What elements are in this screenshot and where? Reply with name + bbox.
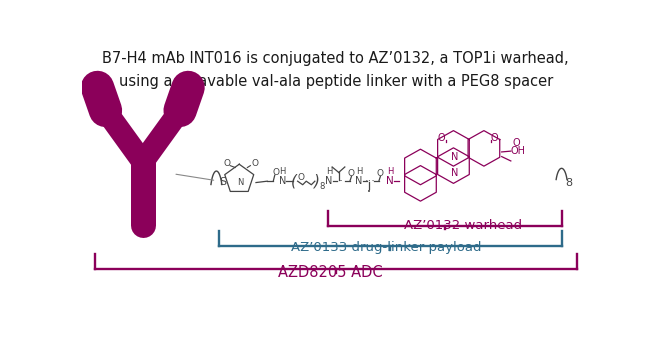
Text: AZ’0133 drug-linker payload: AZ’0133 drug-linker payload (291, 241, 481, 254)
Text: N: N (237, 178, 244, 187)
Text: ): ) (314, 174, 320, 189)
Text: N: N (326, 176, 333, 186)
Text: N: N (386, 176, 394, 186)
Text: H: H (279, 167, 286, 176)
Text: H: H (387, 167, 393, 176)
Text: (: ( (291, 174, 297, 189)
Text: H: H (356, 167, 362, 176)
Text: O: O (223, 159, 230, 168)
Text: 8: 8 (320, 182, 325, 191)
Text: O: O (272, 169, 280, 178)
Text: O: O (297, 173, 305, 182)
Text: B7-H4 mAb INT016 is conjugated to AZ’0132, a TOP1i warhead,: B7-H4 mAb INT016 is conjugated to AZ’013… (102, 51, 569, 66)
Text: H: H (326, 167, 332, 176)
Text: N: N (451, 168, 458, 178)
Text: O: O (438, 133, 445, 143)
Text: N: N (451, 152, 458, 162)
Text: O: O (377, 169, 384, 178)
Text: AZ’0132 warhead: AZ’0132 warhead (403, 219, 521, 232)
Text: S: S (219, 177, 226, 187)
Text: 8: 8 (566, 178, 572, 189)
Text: O: O (348, 169, 355, 178)
Text: using a cleavable val-ala peptide linker with a PEG8 spacer: using a cleavable val-ala peptide linker… (119, 74, 553, 89)
Text: O: O (512, 138, 519, 148)
Text: N: N (356, 176, 363, 186)
Text: ···: ··· (364, 176, 375, 186)
Text: OH: OH (511, 146, 526, 156)
Text: O: O (252, 159, 259, 168)
Text: ·: · (339, 175, 343, 188)
Text: O: O (490, 133, 498, 143)
Text: N: N (278, 176, 286, 186)
Text: •: • (367, 189, 371, 195)
Text: AZD8205 ADC: AZD8205 ADC (278, 266, 383, 280)
